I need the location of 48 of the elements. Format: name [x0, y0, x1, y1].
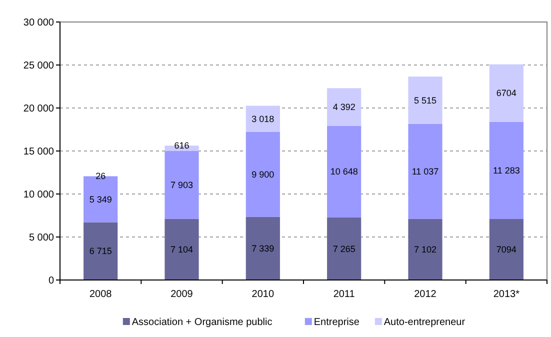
x-tick-label: 2011 — [333, 289, 356, 300]
legend-label: Association + Organisme public — [132, 317, 272, 328]
bar — [327, 88, 362, 126]
data-label: 6704 — [496, 88, 516, 98]
x-tick-label: 2012 — [414, 289, 437, 300]
bar — [164, 218, 199, 280]
data-label: 7 339 — [252, 243, 274, 254]
bar — [246, 132, 280, 217]
data-label: 10 648 — [330, 166, 358, 177]
y-tick-label: 30 000 — [23, 18, 54, 28]
y-tick-label: 0 — [48, 276, 54, 286]
bar — [408, 218, 442, 280]
bar — [408, 76, 442, 124]
y-tick-label: 5 000 — [28, 232, 54, 244]
data-label: 11 037 — [412, 166, 439, 176]
bar — [408, 124, 442, 219]
data-label: 26 — [96, 171, 106, 182]
data-label: 7094 — [496, 244, 516, 254]
legend-label: Entreprise — [314, 317, 360, 328]
bar — [489, 122, 524, 219]
data-label: 6 715 — [89, 246, 112, 256]
data-label: 616 — [174, 140, 190, 151]
bar — [84, 222, 118, 280]
data-label: 4 392 — [332, 102, 356, 112]
data-label: 7 903 — [170, 180, 194, 190]
y-tick-label: 20 000 — [23, 104, 54, 114]
data-label: 7 265 — [332, 244, 356, 254]
data-label: 9 900 — [252, 169, 274, 180]
data-label: 5 349 — [89, 194, 112, 204]
bar — [489, 64, 524, 122]
bar — [489, 218, 524, 280]
x-tick-label: 2009 — [170, 289, 194, 300]
x-tick-label: 2008 — [89, 289, 112, 300]
y-tick-label: 25 000 — [23, 60, 54, 72]
legend-label: Auto-entrepreneur — [384, 317, 466, 328]
bar — [327, 126, 362, 218]
y-tick-label: 10 000 — [23, 190, 54, 200]
data-label: 7 104 — [170, 244, 194, 254]
x-tick-label: 2013* — [493, 289, 520, 300]
bar — [164, 150, 199, 219]
x-tick-label: 2010 — [252, 289, 274, 300]
data-label: 5 515 — [414, 95, 437, 106]
bar — [246, 216, 280, 280]
data-label: 3 018 — [252, 114, 274, 124]
data-label: 11 283 — [492, 165, 520, 176]
y-tick-label: 15 000 — [23, 146, 54, 158]
bar — [327, 218, 362, 280]
data-label: 7 102 — [414, 244, 437, 254]
